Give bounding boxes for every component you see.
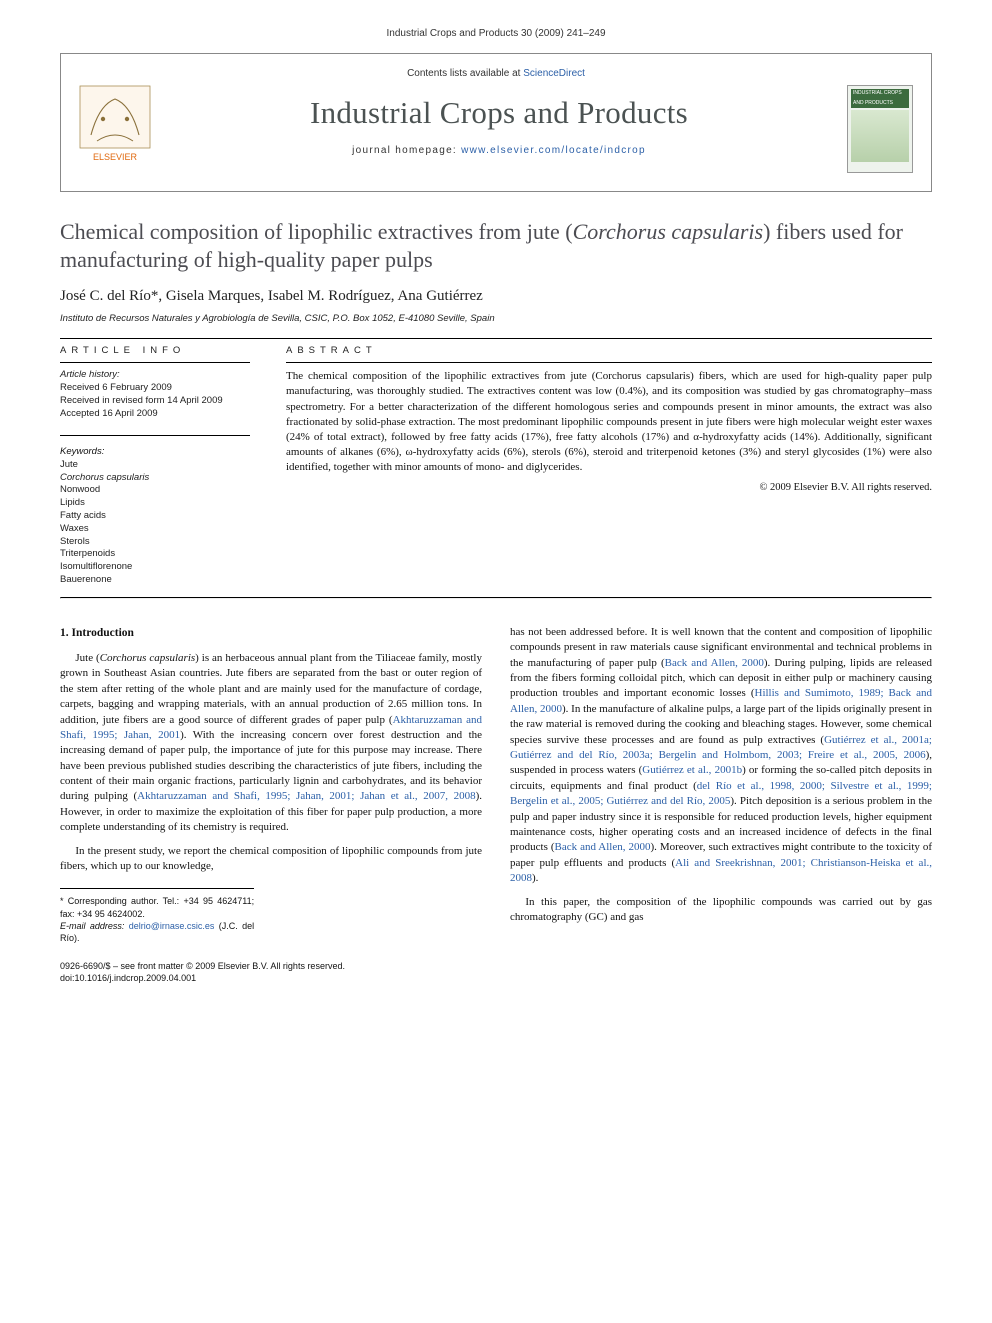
article-info-column: article info Article history: Received 6…	[60, 345, 250, 587]
keyword: Fatty acids	[60, 510, 250, 523]
running-header: Industrial Crops and Products 30 (2009) …	[60, 28, 932, 39]
sciencedirect-link[interactable]: ScienceDirect	[523, 68, 585, 79]
homepage-link[interactable]: www.elsevier.com/locate/indcrop	[461, 145, 646, 156]
doi-line: doi:10.1016/j.indcrop.2009.04.001	[60, 972, 932, 984]
homepage-prefix: journal homepage:	[352, 145, 461, 156]
journal-cover-thumb: INDUSTRIAL CROPS AND PRODUCTS	[847, 85, 913, 173]
article-history-label: Article history:	[60, 369, 250, 380]
citation-link[interactable]: Back and Allen, 2000	[555, 841, 651, 853]
intro-para-1: Jute (Corchorus capsularis) is an herbac…	[60, 651, 482, 836]
intro-para-4: In this paper, the composition of the li…	[510, 895, 932, 926]
history-received: Received 6 February 2009	[60, 382, 250, 395]
journal-masthead-box: Contents lists available at ScienceDirec…	[60, 53, 932, 192]
authors: José C. del Río*, Gisela Marques, Isabel…	[60, 288, 932, 305]
abstract-copyright: © 2009 Elsevier B.V. All rights reserved…	[286, 482, 932, 493]
affiliation: Instituto de Recursos Naturales y Agrobi…	[60, 313, 932, 324]
keyword: Corchorus capsularis	[60, 472, 250, 485]
journal-name: Industrial Crops and Products	[163, 95, 835, 131]
keyword: Waxes	[60, 523, 250, 536]
abstract-text: The chemical composition of the lipophil…	[286, 369, 932, 475]
corr-author-line: * Corresponding author. Tel.: +34 95 462…	[60, 895, 254, 919]
keyword: Sterols	[60, 536, 250, 549]
intro-para-3: has not been addressed before. It is wel…	[510, 625, 932, 887]
article-info-label: article info	[60, 345, 250, 356]
corresponding-author-footnote: * Corresponding author. Tel.: +34 95 462…	[60, 888, 254, 944]
cover-title-bottom: AND PRODUCTS	[851, 99, 909, 109]
abstract-label: abstract	[286, 345, 932, 356]
svg-text:ELSEVIER: ELSEVIER	[93, 152, 138, 162]
journal-homepage: journal homepage: www.elsevier.com/locat…	[163, 145, 835, 156]
cover-title-top: INDUSTRIAL CROPS	[851, 89, 909, 99]
keyword: Triterpenoids	[60, 548, 250, 561]
citation-link[interactable]: Gutiérrez et al., 2001b	[642, 764, 742, 776]
section-heading: 1. Introduction	[60, 625, 482, 641]
email-link[interactable]: delrio@irnase.csic.es	[129, 921, 215, 931]
elsevier-logo: ELSEVIER	[79, 85, 151, 165]
keyword: Isomultiflorenone	[60, 561, 250, 574]
intro-para-2: In the present study, we report the chem…	[60, 844, 482, 875]
keyword: Lipids	[60, 497, 250, 510]
citation-link[interactable]: Back and Allen, 2000	[665, 657, 764, 669]
contents-available-line: Contents lists available at ScienceDirec…	[79, 68, 913, 79]
body-text: 1. Introduction Jute (Corchorus capsular…	[60, 625, 932, 944]
abstract-column: abstract The chemical composition of the…	[286, 345, 932, 587]
title-species: Corchorus capsularis	[573, 219, 763, 244]
keywords-label: Keywords:	[60, 446, 250, 457]
t: ).	[532, 872, 538, 884]
article-title: Chemical composition of lipophilic extra…	[60, 218, 932, 274]
keyword: Jute	[60, 459, 250, 472]
front-matter-footer: 0926-6690/$ – see front matter © 2009 El…	[60, 960, 932, 984]
title-pre: Chemical composition of lipophilic extra…	[60, 219, 573, 244]
species-name: Corchorus capsularis	[100, 652, 195, 664]
citation-link[interactable]: Akhtaruzzaman and Shafi, 1995; Jahan, 20…	[137, 790, 475, 802]
issn-copyright: 0926-6690/$ – see front matter © 2009 El…	[60, 960, 932, 972]
history-revised: Received in revised form 14 April 2009	[60, 395, 250, 408]
email-label: E-mail address:	[60, 921, 129, 931]
contents-prefix: Contents lists available at	[407, 68, 523, 79]
rule-under-abstract	[60, 597, 932, 599]
keyword: Bauerenone	[60, 574, 250, 587]
t: Jute (	[75, 652, 99, 664]
rule-top	[60, 338, 932, 339]
keyword: Nonwood	[60, 484, 250, 497]
history-accepted: Accepted 16 April 2009	[60, 408, 250, 421]
